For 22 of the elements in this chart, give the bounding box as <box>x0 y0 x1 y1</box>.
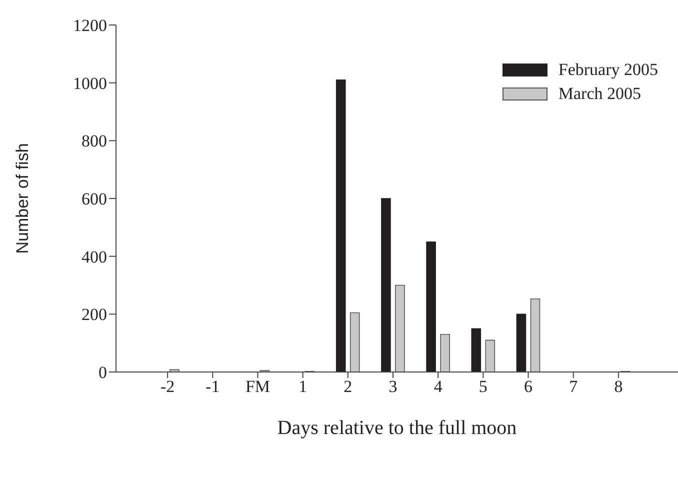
x-axis-title: Days relative to the full moon <box>277 417 517 439</box>
x-tick-label: 1 <box>298 377 308 396</box>
x-tick-label: 7 <box>569 377 578 396</box>
x-tick-label: -2 <box>160 377 175 396</box>
y-tick-label: 0 <box>98 363 107 382</box>
y-tick-label: 800 <box>82 132 107 151</box>
y-axis-title: Number of fish <box>13 143 32 254</box>
x-tick-label: -1 <box>206 377 220 396</box>
y-tick-label: 400 <box>82 247 107 266</box>
x-tick-label: 4 <box>434 377 443 396</box>
y-tick-label: 1200 <box>73 16 107 36</box>
y-tick-label: 1000 <box>73 74 107 93</box>
x-tick-label: FM <box>245 377 270 396</box>
legend-label: March 2005 <box>558 84 641 104</box>
x-tick-label: 6 <box>524 377 533 396</box>
legend-label: February 2005 <box>558 60 658 80</box>
x-tick-label: 5 <box>478 377 488 396</box>
y-tick-label: 600 <box>82 190 107 209</box>
y-tick-label: 200 <box>82 305 107 324</box>
x-tick-label: 8 <box>614 377 623 396</box>
x-tick-label: 3 <box>388 377 398 396</box>
x-tick-label: 2 <box>344 377 352 396</box>
